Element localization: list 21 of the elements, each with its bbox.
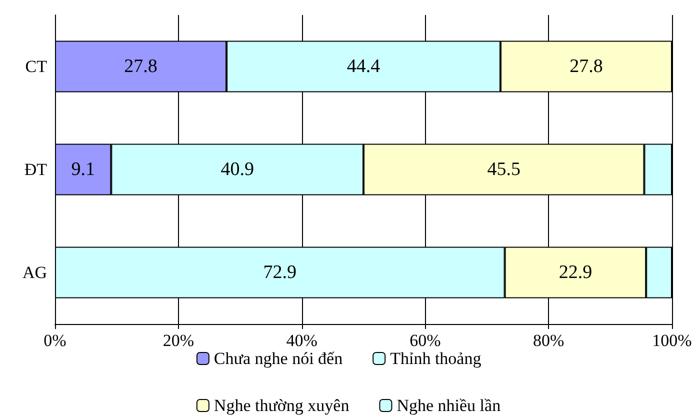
legend-label: Nghe nhiều lần (396, 396, 502, 415)
data-label: 27.8 (124, 56, 158, 77)
data-label: 72.9 (263, 262, 297, 283)
data-label: 27.8 (570, 56, 603, 77)
x-tick-label: 60% (410, 331, 441, 350)
y-tick-label: CT (25, 57, 48, 76)
y-tick-label: ĐT (24, 160, 48, 179)
data-label: 9.1 (71, 159, 95, 180)
legend-label: Nghe thường xuyên (214, 396, 350, 415)
data-label: 22.9 (558, 262, 592, 283)
x-tick-label: 80% (533, 331, 564, 350)
x-tick-label: 20% (162, 331, 194, 350)
x-tick-label: 0% (44, 331, 66, 350)
x-tick-label: 40% (286, 331, 318, 350)
data-label: 45.5 (487, 159, 520, 180)
legend-label: Thỉnh thoảng (390, 349, 482, 368)
data-label: 40.9 (220, 159, 254, 180)
data-label: 44.4 (346, 56, 381, 77)
legend-label: Chưa nghe nói đến (214, 349, 344, 368)
x-tick-label: 100% (652, 331, 692, 350)
y-tick-label: AG (22, 263, 47, 282)
